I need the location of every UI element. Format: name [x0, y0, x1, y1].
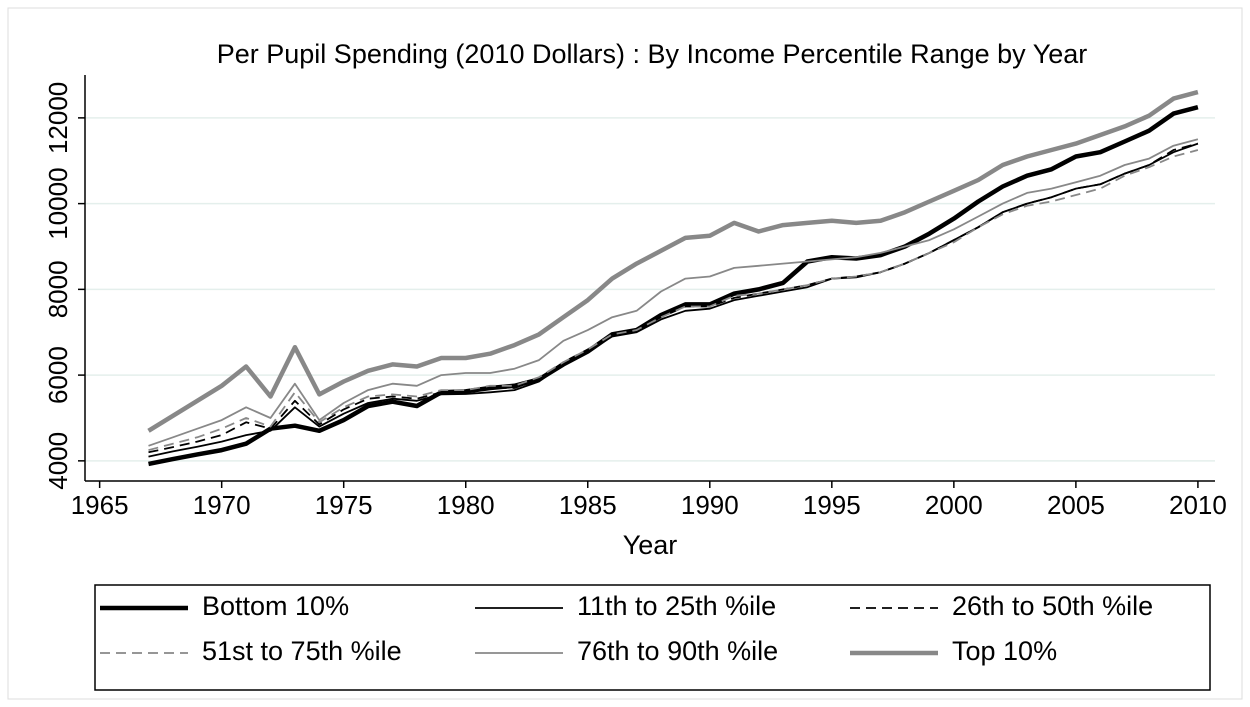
- y-tick-label: 4000: [43, 432, 73, 490]
- series-line: [148, 142, 1199, 454]
- legend-label: 76th to 90th %ile: [577, 636, 778, 666]
- legend-label: 51st to 75th %ile: [202, 636, 402, 666]
- x-tick-label: 1965: [71, 490, 129, 520]
- x-tick-label: 1985: [559, 490, 617, 520]
- x-tick-label: 1980: [437, 490, 495, 520]
- series-line: [148, 105, 1199, 467]
- x-tick-label: 2010: [1169, 490, 1227, 520]
- chart-title: Per Pupil Spending (2010 Dollars) : By I…: [217, 39, 1088, 69]
- x-axis-label: Year: [623, 530, 678, 560]
- x-tick-label: 1975: [315, 490, 373, 520]
- series-line: [148, 138, 1199, 447]
- x-tick-label: 1990: [681, 490, 739, 520]
- legend-box: [94, 584, 1211, 691]
- legend-label: 11th to 25th %ile: [577, 591, 776, 621]
- series-line: [147, 89, 1199, 433]
- y-tick-label: 10000: [43, 167, 73, 239]
- series-line: [148, 149, 1199, 451]
- legend-label: Bottom 10%: [202, 591, 349, 621]
- y-tick-label: 12000: [43, 82, 73, 154]
- x-tick-label: 2005: [1047, 490, 1105, 520]
- frame: [7, 7, 1243, 700]
- y-tick-label: 8000: [43, 260, 73, 318]
- x-tick-label: 2000: [925, 490, 983, 520]
- y-tick-label: 6000: [43, 346, 73, 404]
- x-tick-label: 1970: [193, 490, 251, 520]
- legend-label: 26th to 50th %ile: [952, 591, 1153, 621]
- legend-label: Top 10%: [952, 636, 1057, 666]
- x-tick-label: 1995: [803, 490, 861, 520]
